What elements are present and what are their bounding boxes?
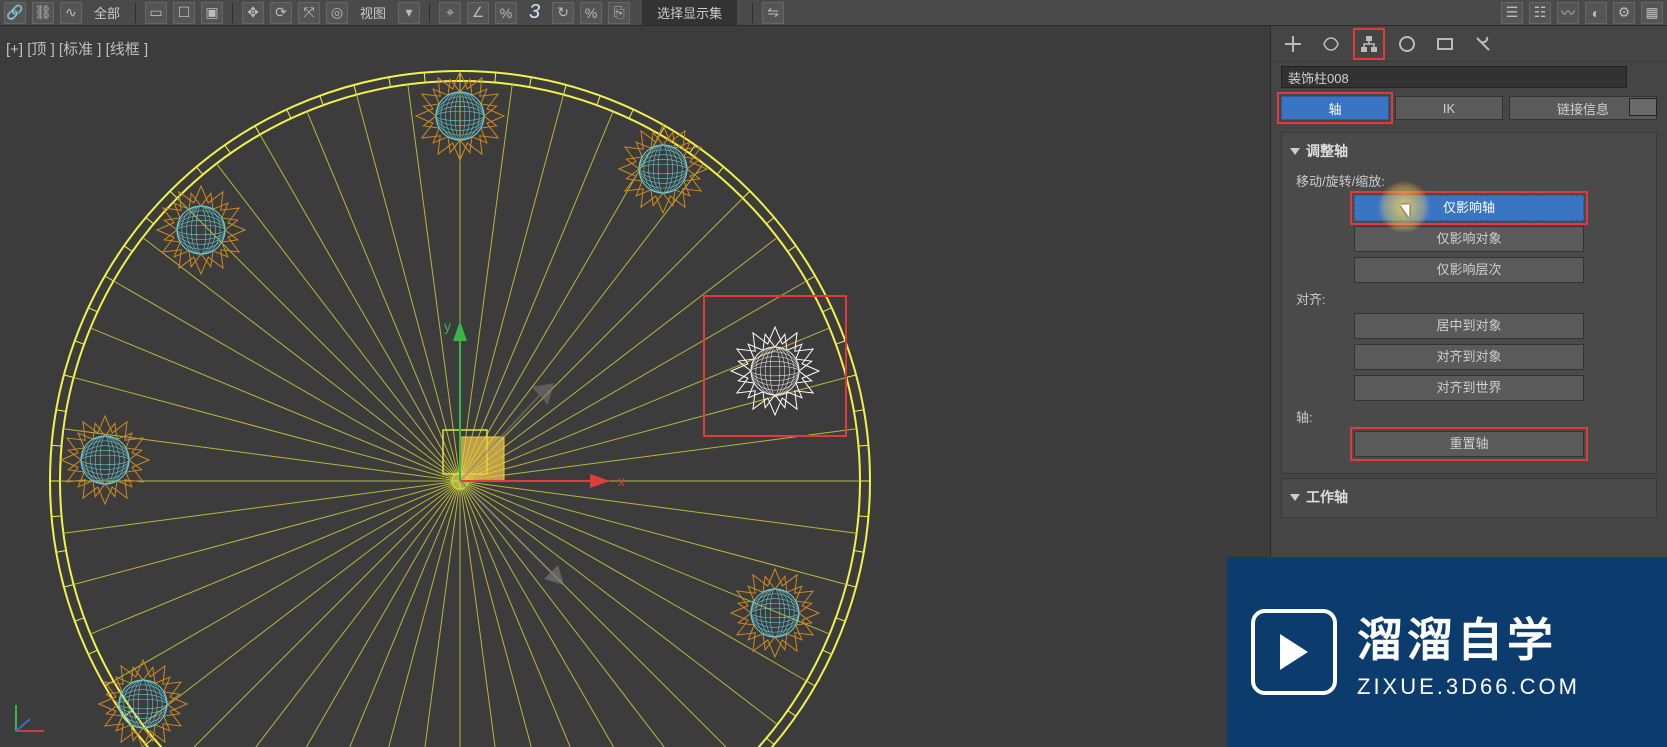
pivot-tab-button[interactable]: 轴 [1281, 96, 1389, 120]
move-rotate-scale-label: 移动/旋转/缩放: [1296, 171, 1648, 190]
hierarchy-mode-row: 轴 IK 链接信息 [1271, 96, 1667, 128]
toolbar-sep [429, 3, 430, 23]
ref-coord-icon[interactable]: ▾ [398, 2, 420, 24]
working-pivot-title: 工作轴 [1306, 487, 1348, 507]
affect-hierarchy-only-button[interactable]: 仅影响层次 [1354, 257, 1584, 283]
select-rect-icon[interactable]: ☐ [173, 2, 195, 24]
create-tab-icon[interactable] [1281, 32, 1305, 56]
toolbar-digit[interactable]: 3 [529, 1, 540, 24]
working-pivot-rollup: 工作轴 [1281, 478, 1657, 518]
rotate-icon[interactable]: ⟳ [270, 2, 292, 24]
select-icon[interactable]: ▭ [145, 2, 167, 24]
layers-icon[interactable]: ☷ [1529, 2, 1551, 24]
watermark-banner: 溜溜自学 ZIXUE.3D66.COM [1227, 557, 1667, 747]
watermark-text: 溜溜自学 ZIXUE.3D66.COM [1357, 604, 1580, 700]
tool-bind-icon[interactable]: ∿ [60, 2, 82, 24]
render-setup-icon[interactable]: ⚙ [1613, 2, 1635, 24]
snap-toggle-icon[interactable]: ⌖ [439, 2, 461, 24]
toolbar-view-text[interactable]: 视图 [360, 3, 386, 22]
rollup-caret-icon [1290, 148, 1300, 155]
align-to-object-button[interactable]: 对齐到对象 [1354, 344, 1584, 370]
svg-text:y: y [444, 318, 451, 334]
viewport-label[interactable]: [+] [顶 ] [标准 ] [线框 ] [6, 38, 148, 59]
render-icon[interactable]: ▦ [1641, 2, 1663, 24]
named-sel-icon[interactable]: ⎘ [608, 2, 630, 24]
axis-tripod-icon [8, 699, 48, 739]
working-pivot-rollup-header[interactable]: 工作轴 [1290, 485, 1648, 513]
affect-object-only-button[interactable]: 仅影响对象 [1354, 226, 1584, 252]
watermark-title: 溜溜自学 [1357, 604, 1580, 670]
scale-icon[interactable]: ⤧ [298, 2, 320, 24]
reset-pivot-button[interactable]: 重置轴 [1354, 431, 1584, 457]
viewport-top[interactable]: [+] [顶 ] [标准 ] [线框 ] xy [0, 26, 1270, 747]
affect-pivot-only-button[interactable]: 仅影响轴 [1354, 195, 1584, 221]
material-icon[interactable]: ◐ [1585, 2, 1607, 24]
placement-icon[interactable]: ◎ [326, 2, 348, 24]
snap-spinner-icon[interactable]: ↻ [552, 2, 574, 24]
viewport-canvas: xy [0, 26, 1270, 747]
move-rotate-scale-group: 移动/旋转/缩放: 仅影响轴 仅影响对象 仅影响层次 [1290, 171, 1648, 283]
object-color-swatch[interactable] [1629, 98, 1657, 116]
named-selection-text[interactable]: 选择显示集 [642, 0, 737, 25]
toolbar-sep [135, 3, 136, 23]
select-window-icon[interactable]: ▣ [201, 2, 223, 24]
main-toolbar: 🔗 ⛓ ∿ 全部 ▭ ☐ ▣ ✥ ⟳ ⤧ ◎ 视图 ▾ ⌖ ∠ % 3 ↻ % … [0, 0, 1667, 26]
curve-editor-icon[interactable]: 〰 [1557, 2, 1579, 24]
adjust-pivot-rollup: 调整轴 移动/旋转/缩放: 仅影响轴 仅影响对象 仅影响层次 对齐: 居中到对象… [1281, 132, 1657, 474]
mirror-icon[interactable]: ⇋ [762, 2, 784, 24]
tool-unlink-icon[interactable]: ⛓ [32, 2, 54, 24]
watermark-logo-icon [1251, 609, 1337, 695]
pivot-group: 轴: 重置轴 [1290, 407, 1648, 457]
hierarchy-tab-icon[interactable] [1357, 32, 1381, 56]
percent-snap-icon[interactable]: % [495, 2, 517, 24]
percent-icon[interactable]: % [580, 2, 602, 24]
ik-tab-button[interactable]: IK [1395, 96, 1503, 120]
tool-link-icon[interactable]: 🔗 [4, 2, 26, 24]
align-to-world-button[interactable]: 对齐到世界 [1354, 375, 1584, 401]
schematic-icon[interactable]: ☰ [1501, 2, 1523, 24]
adjust-pivot-rollup-header[interactable]: 调整轴 [1290, 139, 1648, 167]
toolbar-all-text: 全部 [94, 3, 120, 22]
modify-tab-icon[interactable] [1319, 32, 1343, 56]
center-to-object-button[interactable]: 居中到对象 [1354, 313, 1584, 339]
adjust-pivot-title: 调整轴 [1306, 141, 1348, 161]
motion-tab-icon[interactable] [1395, 32, 1419, 56]
angle-snap-icon[interactable]: ∠ [467, 2, 489, 24]
move-icon[interactable]: ✥ [242, 2, 264, 24]
command-panel-tabs [1271, 26, 1667, 62]
display-tab-icon[interactable] [1433, 32, 1457, 56]
pivot-label: 轴: [1296, 407, 1648, 426]
object-name-input[interactable] [1281, 66, 1627, 88]
align-label: 对齐: [1296, 289, 1648, 308]
toolbar-sep [752, 3, 753, 23]
align-group: 对齐: 居中到对象 对齐到对象 对齐到世界 [1290, 289, 1648, 401]
svg-text:x: x [618, 473, 625, 489]
rollup-caret-icon [1290, 494, 1300, 501]
watermark-url: ZIXUE.3D66.COM [1357, 674, 1580, 700]
utilities-tab-icon[interactable] [1471, 32, 1495, 56]
toolbar-sep [232, 3, 233, 23]
